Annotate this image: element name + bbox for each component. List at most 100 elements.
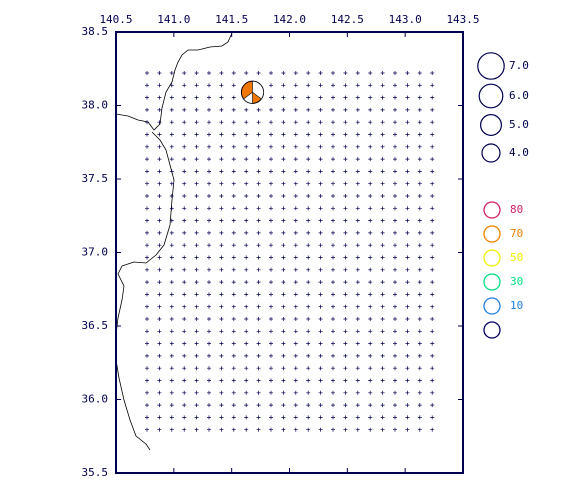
grid-plus [269,71,273,75]
grid-plus [405,144,410,149]
magnitude-legend-label: 5.0 [509,118,529,131]
grid-plus [318,83,323,88]
grid-plus [368,243,373,248]
grid-plus [405,218,410,223]
depth-legend-label: 10 [510,299,523,312]
grid-plus [256,230,261,235]
grid-plus [269,144,273,149]
grid-plus [157,280,162,285]
grid-plus [368,169,373,174]
grid-plus [157,120,162,125]
grid-plus [182,255,187,260]
grid-plus [169,341,174,346]
grid-plus [157,230,162,235]
grid-plus [281,83,286,88]
grid-plus [318,243,323,248]
grid-plus [355,403,360,408]
grid-plus [244,317,249,321]
y-tick-label: 35.5 [82,466,109,479]
grid-plus [355,107,360,112]
grid-plus [194,255,199,260]
grid-plus [219,206,224,211]
grid-plus [355,181,360,186]
grid-plus [368,304,373,309]
grid-plus [244,353,249,358]
grid-plus [169,415,174,420]
grid-plus [380,390,385,395]
grid-plus [219,243,224,248]
grid-plus [355,144,360,149]
grid-plus [306,403,311,408]
grid-plus [293,403,298,408]
grid-plus [306,194,311,198]
grid-plus [157,181,162,186]
grid-plus [306,71,311,75]
grid-plus [355,230,360,235]
grid-plus [417,230,422,235]
grid-plus [331,353,335,358]
grid-plus [293,378,298,383]
grid-plus [145,255,149,260]
grid-plus [380,83,385,88]
grid-plus [430,157,435,162]
grid-plus [331,144,335,149]
grid-plus [380,132,385,137]
grid-plus [256,329,261,334]
grid-plus [169,427,174,432]
grid-plus [393,378,397,383]
grid-plus [231,206,236,211]
grid-plus [293,415,298,420]
grid-plus [182,181,187,186]
grid-plus [145,353,149,358]
grid-plus [293,329,298,334]
grid-plus [256,194,261,198]
grid-plus [269,292,273,297]
grid-plus [380,267,385,272]
grid-plus [231,267,236,272]
grid-plus [355,280,360,285]
grid-plus [169,218,174,223]
grid-plus [256,366,261,371]
grid-plus [430,329,435,334]
grid-plus [293,280,298,285]
depth-legend-label: 70 [510,227,523,240]
grid-plus [293,353,298,358]
grid-plus [393,218,397,223]
grid-plus [293,317,298,321]
grid-plus [405,427,410,432]
grid-plus [343,390,348,395]
grid-plus [331,132,335,137]
grid-plus [194,218,199,223]
grid-plus [430,132,435,137]
grid-plus [405,353,410,358]
grid-plus [368,292,373,297]
grid-plus [256,120,261,125]
grid-plus [405,304,410,309]
grid-plus [194,329,199,334]
grid-plus [430,120,435,125]
grid-plus [430,280,435,285]
grid-plus [219,341,224,346]
grid-plus [231,353,236,358]
grid-plus [269,304,273,309]
grid-plus [293,292,298,297]
grid-plus [318,366,323,371]
grid-plus [157,329,162,334]
grid-plus [231,243,236,248]
depth-legend-circle [483,249,501,267]
grid-plus [293,120,298,125]
grid-plus [231,169,236,174]
grid-plus [380,107,385,112]
grid-plus [368,366,373,371]
grid-plus [182,317,187,321]
y-tick-label: 38.5 [82,25,109,38]
grid-plus [306,292,311,297]
grid-plus [219,427,224,432]
grid-plus [430,144,435,149]
grid-plus [318,230,323,235]
grid-plus [194,427,199,432]
grid-plus [269,95,273,100]
grid-plus [269,230,273,235]
grid-plus [343,341,348,346]
grid-plus [318,132,323,137]
